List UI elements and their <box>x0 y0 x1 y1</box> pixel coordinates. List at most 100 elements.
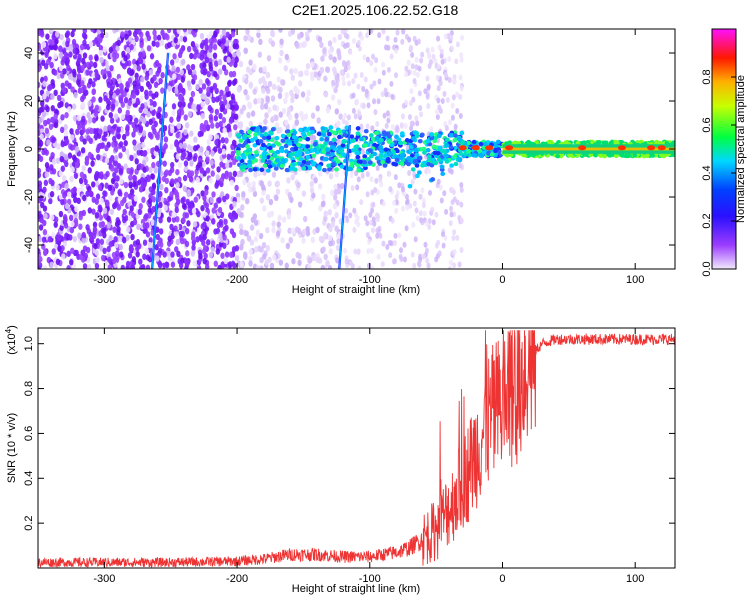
heatmap-cell <box>225 103 231 110</box>
heatmap-cell <box>147 241 153 249</box>
heatmap-cell <box>426 262 431 269</box>
heatmap-cell <box>132 63 138 71</box>
heatmap-cell <box>74 146 80 153</box>
heatmap-cell <box>62 68 67 75</box>
heatmap-cell <box>327 234 333 242</box>
spectrogram-ytick-label: -20 <box>23 189 35 205</box>
heatmap-cell <box>149 53 155 60</box>
heatmap-cell <box>449 30 454 37</box>
heatmap-cell <box>172 73 177 80</box>
heatmap-cell <box>104 144 109 152</box>
heatmap-cell <box>144 93 149 100</box>
heatmap-cell <box>259 246 264 253</box>
heatmap-cell <box>243 253 248 260</box>
heatmap-cell <box>222 195 227 203</box>
heatmap-cell <box>181 202 187 210</box>
heatmap-cell <box>186 45 192 53</box>
heatmap-cell <box>418 105 423 112</box>
heatmap-cell <box>77 232 82 239</box>
heatmap-cell <box>167 41 172 49</box>
heatmap-cell <box>200 93 205 100</box>
heatmap-cell <box>177 176 182 183</box>
heatmap-cell <box>38 29 42 36</box>
heatmap-cell <box>294 112 299 120</box>
heatmap-cell <box>361 103 366 110</box>
heatmap-cell <box>334 170 339 178</box>
heatmap-cell <box>100 254 106 262</box>
heatmap-cell <box>164 261 169 268</box>
heatmap-cell <box>393 174 398 181</box>
heatmap-cell <box>309 71 315 78</box>
heatmap-cell <box>259 256 264 264</box>
heatmap-cell <box>110 103 116 110</box>
heatmap-cell <box>87 151 93 159</box>
heatmap-cell <box>134 88 140 96</box>
heatmap-cell <box>448 259 453 266</box>
heatmap-cell <box>91 208 96 215</box>
heatmap-cell <box>425 257 430 264</box>
heatmap-cell <box>169 143 174 150</box>
heatmap-cell <box>46 118 51 125</box>
heatmap-cell <box>49 29 54 33</box>
heatmap-cell <box>274 135 280 141</box>
heatmap-cell <box>225 31 230 39</box>
heatmap-cell <box>280 237 285 244</box>
heatmap-cell <box>211 96 216 104</box>
heatmap-cell <box>182 36 188 43</box>
heatmap-cell <box>132 153 138 160</box>
heatmap-cell <box>437 250 442 257</box>
heatmap-cell <box>400 38 405 45</box>
heatmap-cell <box>233 212 239 219</box>
heatmap-cell <box>232 170 238 178</box>
heatmap-cell <box>339 69 344 76</box>
heatmap-cell <box>440 58 445 65</box>
heatmap-cell <box>142 239 148 246</box>
heatmap-cell <box>205 124 211 132</box>
heatmap-cell <box>160 29 165 36</box>
heatmap-cell <box>436 63 441 70</box>
heatmap-cell <box>459 201 464 208</box>
heatmap-cell <box>265 168 271 173</box>
heatmap-cell <box>393 162 399 167</box>
heatmap-cell <box>151 188 156 196</box>
snr-xtick-label: -200 <box>226 573 248 585</box>
heatmap-cell <box>327 167 332 172</box>
heatmap-cell <box>234 184 239 192</box>
heatmap-cell <box>186 190 191 198</box>
heatmap-cell <box>258 139 264 144</box>
heatmap-cell <box>375 232 380 239</box>
heatmap-cell <box>426 161 432 167</box>
heatmap-cell <box>222 242 227 249</box>
heatmap-cell <box>258 38 263 46</box>
heatmap-cell <box>381 240 386 247</box>
heatmap-cell <box>361 85 366 92</box>
heatmap-cell <box>319 67 325 74</box>
heatmap-cell <box>369 83 374 90</box>
heatmap-cell <box>43 119 48 127</box>
heatmap-cell <box>436 85 441 92</box>
heatmap-cell <box>148 118 153 126</box>
heatmap-cell <box>248 59 253 66</box>
heatmap-cell <box>39 194 44 202</box>
heatmap-cell <box>395 126 400 133</box>
heatmap-cell <box>305 136 311 142</box>
heatmap-cell <box>71 38 77 46</box>
heatmap-cell <box>248 260 253 267</box>
heatmap-cell <box>76 114 82 122</box>
heatmap-cell <box>336 48 341 55</box>
heatmap-cell <box>54 38 59 45</box>
heatmap-cell <box>63 130 69 137</box>
heatmap-cell <box>214 139 219 146</box>
heatmap-cell <box>354 150 360 156</box>
heatmap-cell <box>63 216 68 223</box>
heatmap-cell <box>327 48 333 55</box>
heatmap-cell <box>131 92 137 99</box>
heatmap-cell <box>60 198 65 206</box>
heatmap-cell <box>87 264 92 269</box>
heatmap-cell <box>327 40 333 47</box>
heatmap-cell <box>504 153 510 158</box>
heatmap-cell <box>148 69 154 76</box>
heatmap-cell <box>305 62 311 70</box>
heatmap-cell <box>320 144 326 149</box>
heatmap-cell <box>98 96 103 103</box>
